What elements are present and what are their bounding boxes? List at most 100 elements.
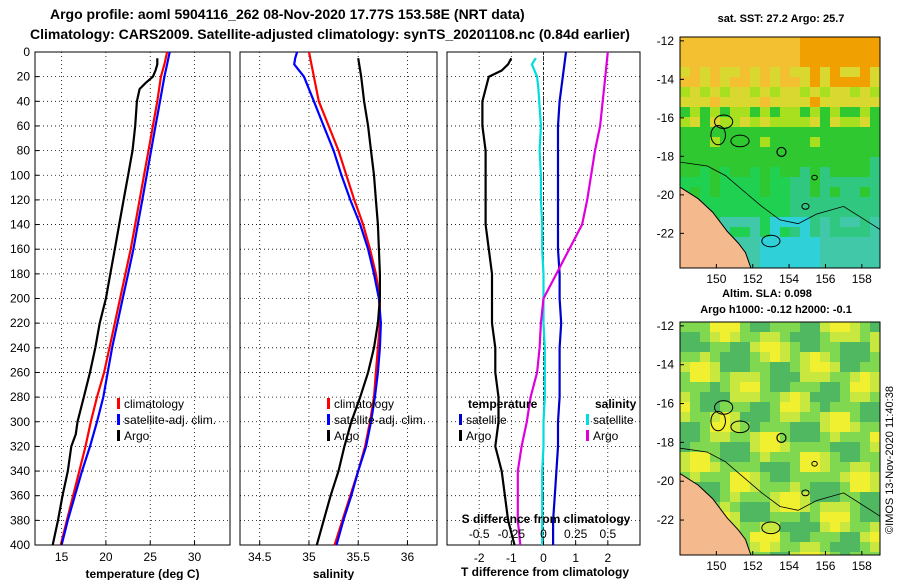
sst-cell	[870, 187, 880, 198]
sla-cell	[730, 492, 741, 503]
sla-cell	[790, 392, 801, 403]
sst-cell	[770, 137, 781, 148]
sla-cell	[730, 432, 741, 443]
sla-cell	[680, 452, 691, 463]
sla-cell	[850, 352, 861, 363]
temp-satclim-line	[60, 51, 171, 546]
sst-cell	[780, 247, 791, 258]
sst-cell	[690, 137, 701, 148]
sst-cell	[690, 267, 701, 268]
sla-cell	[790, 502, 801, 513]
sst-reef-outline	[761, 234, 781, 248]
sla-cell	[780, 512, 791, 523]
sla-cell	[780, 332, 791, 343]
depth-tick-label: 300	[10, 415, 30, 429]
sst-cell	[830, 47, 841, 58]
sst-cell	[730, 267, 741, 268]
sla-cell	[770, 382, 781, 393]
sla-cell	[760, 552, 771, 555]
depth-tick-label: 60	[17, 119, 31, 133]
sst-cell	[820, 77, 831, 88]
sst-cell	[680, 147, 691, 158]
sla-cell	[840, 542, 851, 553]
sst-cell	[750, 97, 761, 108]
sla-cell	[860, 542, 871, 553]
sla-cell	[810, 482, 821, 493]
sla-cell	[840, 432, 851, 443]
difference-xlabel: T difference from climatology	[461, 565, 629, 579]
sst-cell	[830, 67, 841, 78]
sst-cell	[810, 247, 821, 258]
sla-cell	[720, 372, 731, 383]
sla-cell	[770, 322, 781, 333]
sla-cell	[870, 392, 880, 403]
sst-cell	[790, 57, 801, 68]
sst-cell	[730, 87, 741, 98]
sst-cell	[840, 197, 851, 208]
sla-cell	[860, 452, 871, 463]
sla-cell	[790, 332, 801, 343]
sla-frame	[679, 321, 881, 556]
sla-cell	[720, 422, 731, 433]
sla-cell	[680, 392, 691, 403]
sst-cell	[680, 37, 691, 48]
sla-cell	[730, 412, 741, 423]
sla-cell	[870, 372, 880, 383]
sla-cell	[790, 482, 801, 493]
sst-cell	[850, 87, 861, 98]
sst-cell	[780, 257, 791, 268]
sst-cell	[800, 267, 811, 268]
sst-cell	[770, 167, 781, 178]
sla-cell	[820, 352, 831, 363]
sst-cell	[700, 117, 711, 128]
sla-cell	[870, 362, 880, 373]
sla-cell	[870, 402, 880, 413]
sst-cell	[710, 97, 721, 108]
sst-cell	[850, 157, 861, 168]
sla-cell	[740, 322, 751, 333]
sst-cell	[770, 127, 781, 138]
sst-cell	[830, 177, 841, 188]
sst-cell	[820, 197, 831, 208]
depth-tick-label: 180	[10, 267, 30, 281]
sla-cell	[680, 432, 691, 443]
sst-cell	[860, 77, 871, 88]
sla-cell	[850, 332, 861, 343]
sst-cell	[820, 257, 831, 268]
sla-cell	[800, 522, 811, 533]
sla-cell	[800, 472, 811, 483]
sla-cell	[820, 462, 831, 473]
sla-cell	[820, 522, 831, 533]
sst-cell	[740, 87, 751, 98]
sst-cell	[700, 197, 711, 208]
sla-cell	[780, 342, 791, 353]
sla-cell	[850, 422, 861, 433]
sla-cell	[710, 422, 721, 433]
sla-cell	[730, 512, 741, 523]
sst-cell	[850, 57, 861, 68]
sst-cell	[780, 197, 791, 208]
sla-cell	[810, 432, 821, 443]
sla-cell	[720, 482, 731, 493]
sst-reef-outline	[710, 125, 726, 146]
sst-cell	[850, 167, 861, 178]
sla-cell	[800, 432, 811, 443]
sla-cell	[850, 452, 861, 463]
sla-cell	[850, 552, 861, 555]
sla-cell	[690, 442, 701, 453]
sst-cell	[790, 207, 801, 218]
sst-cell	[810, 177, 821, 188]
sla-cell	[750, 372, 761, 383]
sst-cell	[700, 57, 711, 68]
sla-cell	[740, 512, 751, 523]
salinity-x-tick-label: 35.5	[347, 550, 371, 564]
difference-x-tick-label: -1	[506, 551, 517, 565]
sst-cell	[730, 137, 741, 148]
sst-cell	[750, 227, 761, 238]
sla-cell	[760, 492, 771, 503]
sla-cell	[850, 532, 861, 543]
sst-cell	[740, 47, 751, 58]
sst-cell	[860, 187, 871, 198]
sst-cell	[770, 247, 781, 258]
